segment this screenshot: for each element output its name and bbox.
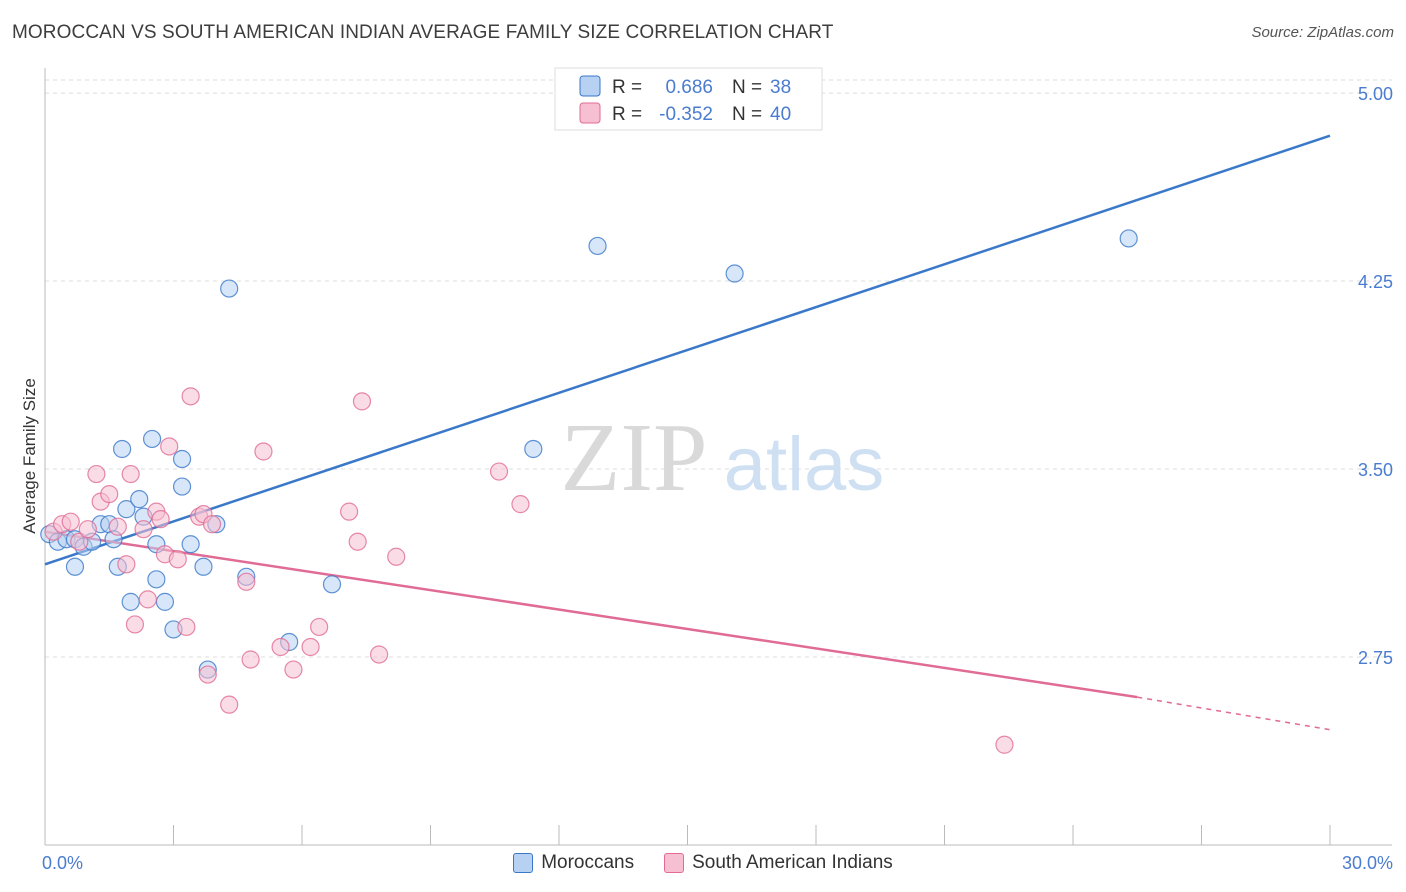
- data-point-pink: [168, 550, 187, 569]
- data-point-pink: [125, 615, 145, 634]
- y-tick-label: 3.50: [1358, 460, 1393, 480]
- data-point-pink: [138, 590, 157, 609]
- legend-stats: R = 0.686 N = 38 R = -0.352 N = 40: [554, 67, 823, 131]
- data-point-pink: [108, 517, 127, 536]
- data-point-blue: [220, 279, 239, 298]
- data-point-blue: [181, 535, 200, 554]
- data-point-pink: [237, 572, 256, 591]
- data-point-pink: [352, 392, 372, 411]
- data-point-pink: [254, 442, 273, 461]
- data-point-pink: [511, 495, 530, 514]
- data-point-blue: [112, 439, 132, 459]
- y-tick-label: 4.25: [1358, 272, 1393, 292]
- chart-title: MOROCCAN VS SOUTH AMERICAN INDIAN AVERAG…: [12, 22, 834, 43]
- y-axis-label: Average Family Size: [20, 378, 39, 534]
- data-point-pink: [995, 735, 1014, 754]
- data-point-pink: [387, 547, 406, 566]
- data-point-pink: [177, 617, 196, 637]
- data-point-blue: [524, 439, 543, 459]
- legend-n-label: N =: [732, 104, 762, 125]
- data-point-pink: [87, 464, 106, 484]
- trend-lines: [44, 134, 1331, 731]
- data-point-blue: [121, 592, 140, 611]
- data-point-pink: [160, 437, 179, 456]
- legend-item-south-american-indians: South American Indians: [664, 852, 893, 874]
- legend-r-label: R =: [612, 104, 642, 125]
- data-point-blue: [147, 570, 166, 589]
- data-point-pink: [181, 387, 200, 406]
- data-point-pink: [61, 512, 80, 531]
- x-tick-label: 30.0%: [1342, 853, 1393, 873]
- x-tick-label: 0.0%: [42, 853, 83, 873]
- y-tick-label: 2.75: [1358, 648, 1393, 668]
- legend-swatch-blue: [513, 853, 534, 873]
- data-point-pink: [301, 637, 320, 657]
- data-point-blue: [322, 575, 342, 594]
- data-point-blue: [117, 500, 136, 519]
- data-point-pink: [310, 617, 329, 637]
- watermark-atlas: atlas: [724, 422, 885, 507]
- data-point-pink: [121, 464, 140, 484]
- data-point-blue: [725, 264, 744, 283]
- y-tick-label: 5.00: [1358, 84, 1393, 104]
- legend-swatch-pink: [579, 102, 601, 124]
- data-point-pink: [241, 650, 260, 669]
- data-point-pink: [78, 520, 97, 539]
- legend-swatch-pink: [664, 853, 685, 873]
- legend-n-value: 38: [770, 77, 791, 98]
- tick-labels: 2.75 3.50 4.25 5.00 0.0% 30.0%: [42, 84, 1393, 873]
- data-point-pink: [220, 695, 239, 714]
- legend-r-value: -0.352: [659, 104, 713, 125]
- source-label: Source: ZipAtlas.com: [1251, 24, 1394, 41]
- axes: [44, 68, 1392, 846]
- data-point-pink: [370, 645, 389, 664]
- trend-line-blue: [44, 134, 1331, 566]
- data-point-pink: [198, 665, 217, 684]
- watermark: ZIP atlas: [561, 404, 885, 512]
- legend-swatch-blue: [579, 75, 601, 97]
- legend-bottom: Moroccans South American Indians: [0, 852, 1406, 874]
- watermark-zip: ZIP: [561, 404, 708, 512]
- data-point-pink: [134, 520, 153, 539]
- data-point-blue: [194, 557, 213, 576]
- legend-label-moroccans: Moroccans: [541, 852, 635, 873]
- legend-label-south-american-indians: South American Indians: [692, 852, 893, 873]
- data-point-blue: [142, 429, 162, 449]
- data-point-pink: [117, 555, 136, 574]
- data-point-pink: [70, 532, 89, 551]
- legend-n-label: N =: [732, 77, 762, 98]
- data-point-blue: [172, 477, 192, 496]
- legend-n-value: 40: [770, 104, 791, 125]
- data-point-pink: [100, 484, 119, 504]
- trend-line-pink: [44, 530, 1138, 699]
- data-point-blue: [130, 490, 149, 509]
- data-points: [40, 229, 1138, 754]
- data-point-pink: [284, 660, 303, 679]
- data-point-pink: [489, 462, 509, 481]
- data-point-pink: [348, 532, 367, 551]
- data-point-blue: [65, 557, 85, 576]
- data-point-blue: [172, 449, 192, 469]
- data-point-pink: [271, 637, 290, 657]
- data-point-blue: [588, 236, 607, 256]
- data-point-pink: [340, 502, 359, 521]
- legend-item-moroccans: Moroccans: [513, 852, 634, 874]
- data-point-blue: [155, 592, 175, 611]
- trend-line-dashed-pink: [1137, 696, 1331, 731]
- data-point-pink: [202, 515, 222, 534]
- legend-r-label: R =: [612, 77, 642, 98]
- data-point-blue: [1119, 229, 1138, 248]
- legend-r-value: 0.686: [665, 77, 713, 98]
- data-point-pink: [151, 510, 170, 529]
